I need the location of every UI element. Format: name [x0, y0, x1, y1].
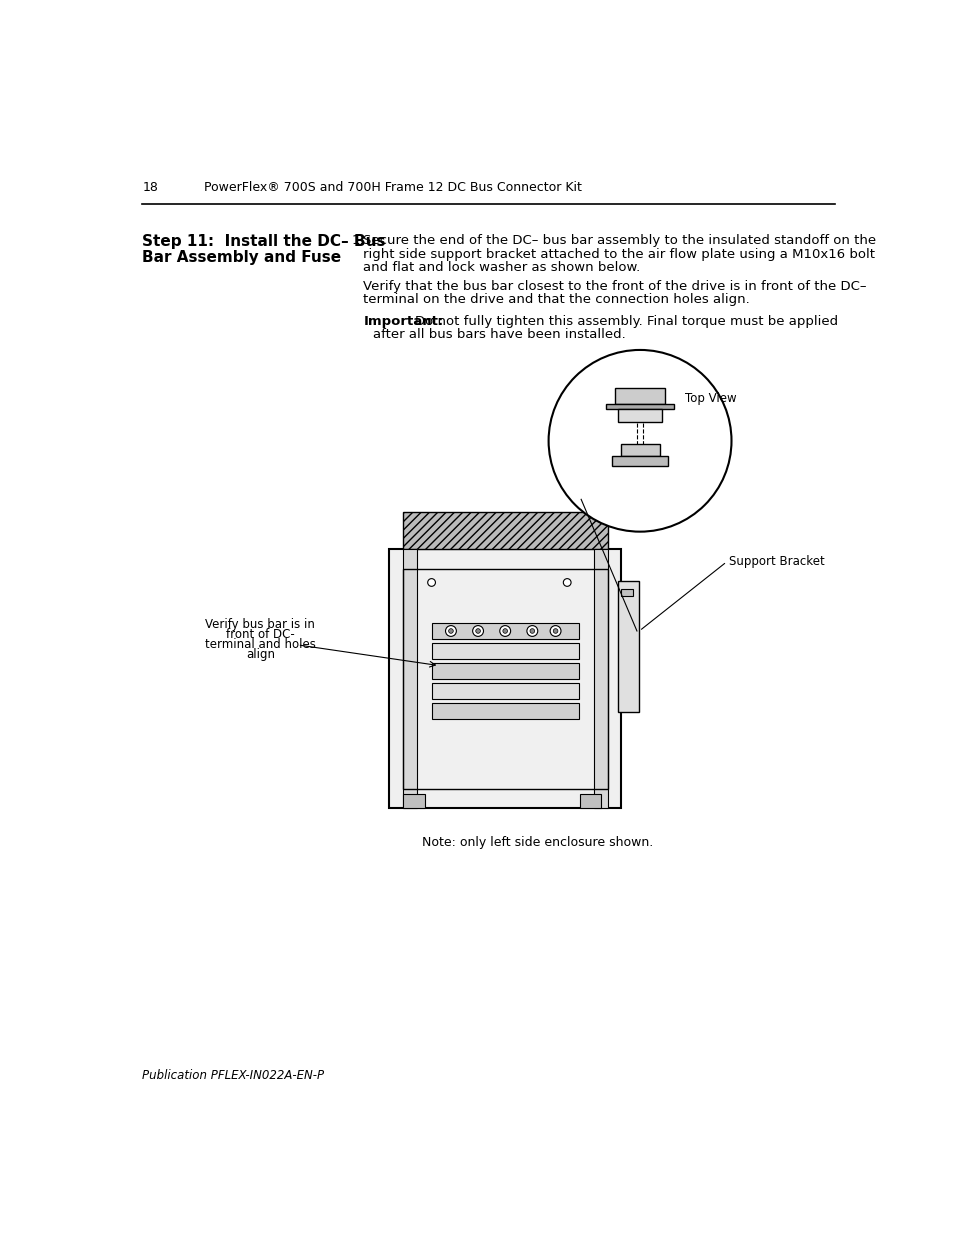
Circle shape	[502, 629, 507, 634]
Bar	[389, 548, 620, 808]
Bar	[605, 404, 674, 409]
Circle shape	[476, 629, 480, 634]
Bar	[593, 548, 607, 808]
Text: front of DC-: front of DC-	[226, 627, 294, 641]
Text: Verify bus bar is in: Verify bus bar is in	[205, 618, 314, 631]
Bar	[431, 704, 578, 719]
Text: Important:: Important:	[363, 315, 443, 329]
Circle shape	[550, 626, 560, 636]
Text: Publication PFLEX-IN022A-EN-P: Publication PFLEX-IN022A-EN-P	[142, 1070, 324, 1082]
Bar	[615, 389, 664, 404]
Bar	[620, 589, 633, 597]
Circle shape	[548, 350, 731, 531]
Bar	[579, 794, 600, 808]
Text: terminal and holes: terminal and holes	[205, 638, 315, 651]
Text: Step 11:  Install the DC– Bus: Step 11: Install the DC– Bus	[142, 235, 386, 249]
Bar	[431, 663, 578, 679]
Bar	[612, 456, 667, 466]
Circle shape	[530, 629, 534, 634]
Bar	[617, 580, 639, 711]
Bar	[431, 624, 578, 638]
Bar	[431, 643, 578, 658]
Bar	[618, 409, 661, 421]
Text: Support Bracket: Support Bracket	[728, 556, 824, 568]
Bar	[402, 511, 607, 548]
Text: Bar Assembly and Fuse: Bar Assembly and Fuse	[142, 249, 341, 264]
Text: 1.: 1.	[352, 235, 364, 247]
Bar	[402, 794, 424, 808]
Text: after all bus bars have been installed.: after all bus bars have been installed.	[373, 329, 625, 341]
Text: and flat and lock washer as shown below.: and flat and lock washer as shown below.	[363, 261, 640, 274]
Text: PowerFlex® 700S and 700H Frame 12 DC Bus Connector Kit: PowerFlex® 700S and 700H Frame 12 DC Bus…	[204, 182, 581, 194]
Bar	[620, 443, 659, 456]
Text: Do not fully tighten this assembly. Final torque must be applied: Do not fully tighten this assembly. Fina…	[415, 315, 837, 329]
Text: right side support bracket attached to the air flow plate using a M10x16 bolt: right side support bracket attached to t…	[363, 247, 875, 261]
Circle shape	[427, 579, 435, 587]
Circle shape	[553, 629, 558, 634]
Bar	[402, 569, 607, 789]
Circle shape	[526, 626, 537, 636]
Text: 18: 18	[142, 182, 158, 194]
Circle shape	[448, 629, 453, 634]
Circle shape	[499, 626, 510, 636]
Text: terminal on the drive and that the connection holes align.: terminal on the drive and that the conne…	[363, 293, 749, 306]
Text: Verify that the bus bar closest to the front of the drive is in front of the DC–: Verify that the bus bar closest to the f…	[363, 280, 866, 293]
Circle shape	[472, 626, 483, 636]
Text: align: align	[246, 648, 274, 661]
Circle shape	[562, 579, 571, 587]
Text: Secure the end of the DC– bus bar assembly to the insulated standoff on the: Secure the end of the DC– bus bar assemb…	[363, 235, 876, 247]
Bar	[402, 548, 416, 808]
Text: Note: only left side enclosure shown.: Note: only left side enclosure shown.	[421, 836, 653, 848]
Bar	[431, 683, 578, 699]
Text: Top View: Top View	[684, 391, 736, 405]
Circle shape	[445, 626, 456, 636]
